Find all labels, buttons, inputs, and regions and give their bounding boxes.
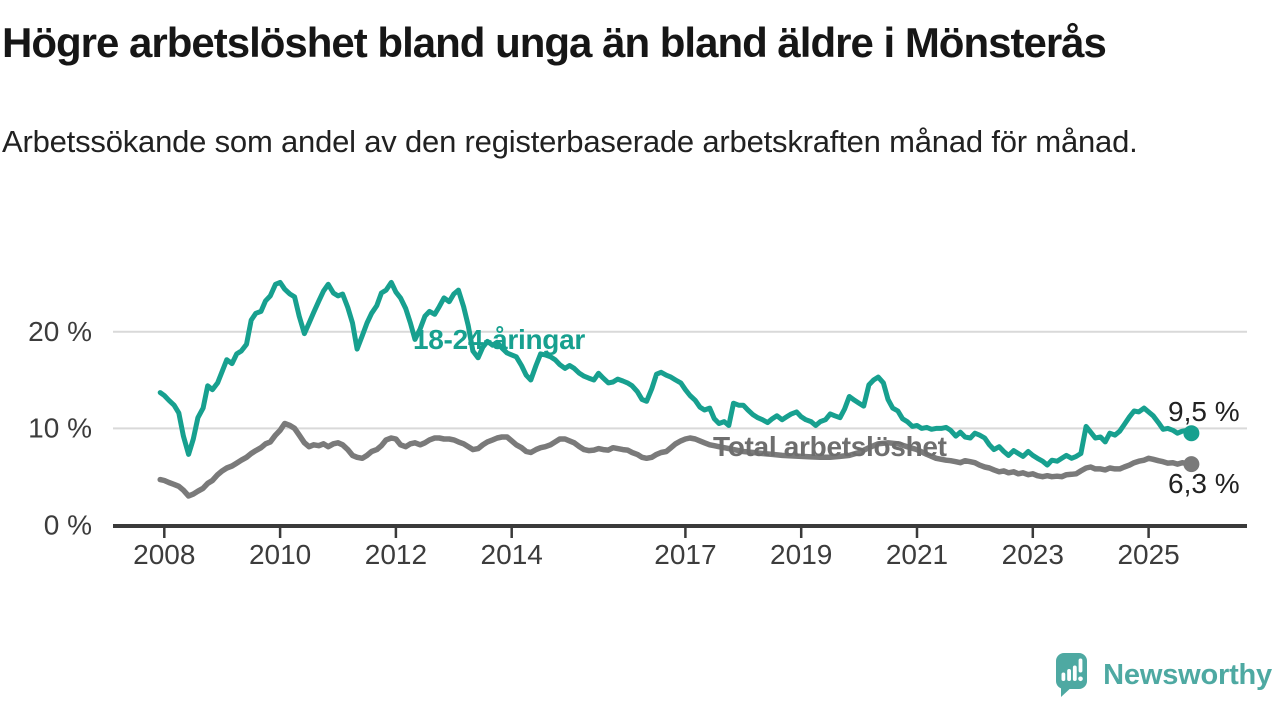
series-line-young [157,279,1194,468]
bar-chart-speech-bubble-icon [1056,653,1088,697]
y-tick-label-0: 0 % [44,510,92,541]
series-label-young: 18-24-åringar [413,324,585,355]
x-tick-label-2008: 2008 [133,539,195,570]
series-line-total [157,420,1195,499]
series-end-dot-young [1183,425,1200,442]
x-tick-label-2010: 2010 [249,539,311,570]
x-tick-label-2017: 2017 [654,539,716,570]
x-tick-label-2019: 2019 [770,539,832,570]
series-label-total: Total arbetslöshet [713,431,947,462]
x-tick-label-2012: 2012 [365,539,427,570]
end-value-label-young: 9,5 % [1168,396,1240,427]
chart-subtitle: Arbetssökande som andel av den registerb… [2,124,1138,159]
x-tick-label-2025: 2025 [1117,539,1179,570]
x-tick-label-2021: 2021 [886,539,948,570]
y-tick-label-20: 20 % [28,316,92,347]
end-value-label-total: 6,3 % [1168,468,1240,499]
series-end-dot-total [1183,456,1200,473]
y-tick-label-10: 10 % [28,413,92,444]
x-tick-label-2014: 2014 [481,539,543,570]
newsworthy-brand: Newsworthy [1056,653,1272,697]
x-tick-label-2023: 2023 [1002,539,1064,570]
chart-title: Högre arbetslöshet bland unga än bland ä… [2,19,1107,66]
brand-name: Newsworthy [1103,658,1272,691]
